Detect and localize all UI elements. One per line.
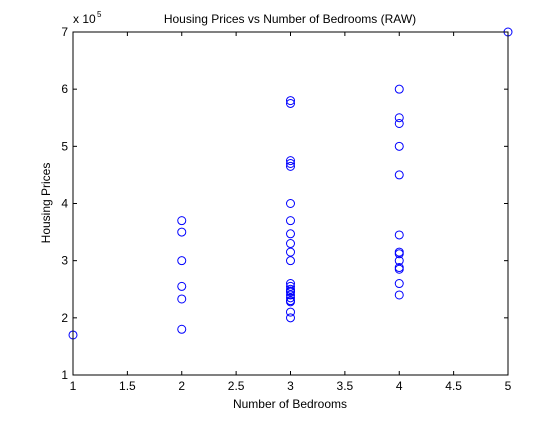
- x-tick-label-5: 3.5: [337, 379, 354, 393]
- y-axis-multiplier: x 10 5: [73, 10, 102, 26]
- x-tick-label-2: 2: [178, 379, 185, 393]
- x-tick-label-3: 2.5: [228, 379, 245, 393]
- y-tick-label-3: 4: [61, 197, 68, 211]
- x-tick-label-0: 1: [70, 379, 77, 393]
- x-tick-label-7: 4.5: [445, 379, 462, 393]
- x-axis-label: Number of Bedrooms: [233, 397, 347, 411]
- x-tick-label-6: 4: [396, 379, 403, 393]
- y-tick-label-2: 3: [61, 254, 68, 268]
- x-tick-label-1: 1.5: [119, 379, 136, 393]
- y-tick-label-0: 1: [61, 368, 68, 382]
- y-multiplier-exponent: 5: [97, 10, 102, 19]
- y-axis-label: Housing Prices: [39, 163, 53, 244]
- y-tick-label-5: 6: [61, 82, 68, 96]
- y-tick-label-4: 5: [61, 139, 68, 153]
- y-tick-label-6: 7: [61, 25, 68, 39]
- chart-title: Housing Prices vs Number of Bedrooms (RA…: [164, 12, 416, 26]
- y-tick-label-1: 2: [61, 311, 68, 325]
- x-tick-label-8: 5: [505, 379, 512, 393]
- x-tick-label-4: 3: [287, 379, 294, 393]
- plot-area: [73, 32, 508, 375]
- y-multiplier-base: x 10: [73, 12, 96, 26]
